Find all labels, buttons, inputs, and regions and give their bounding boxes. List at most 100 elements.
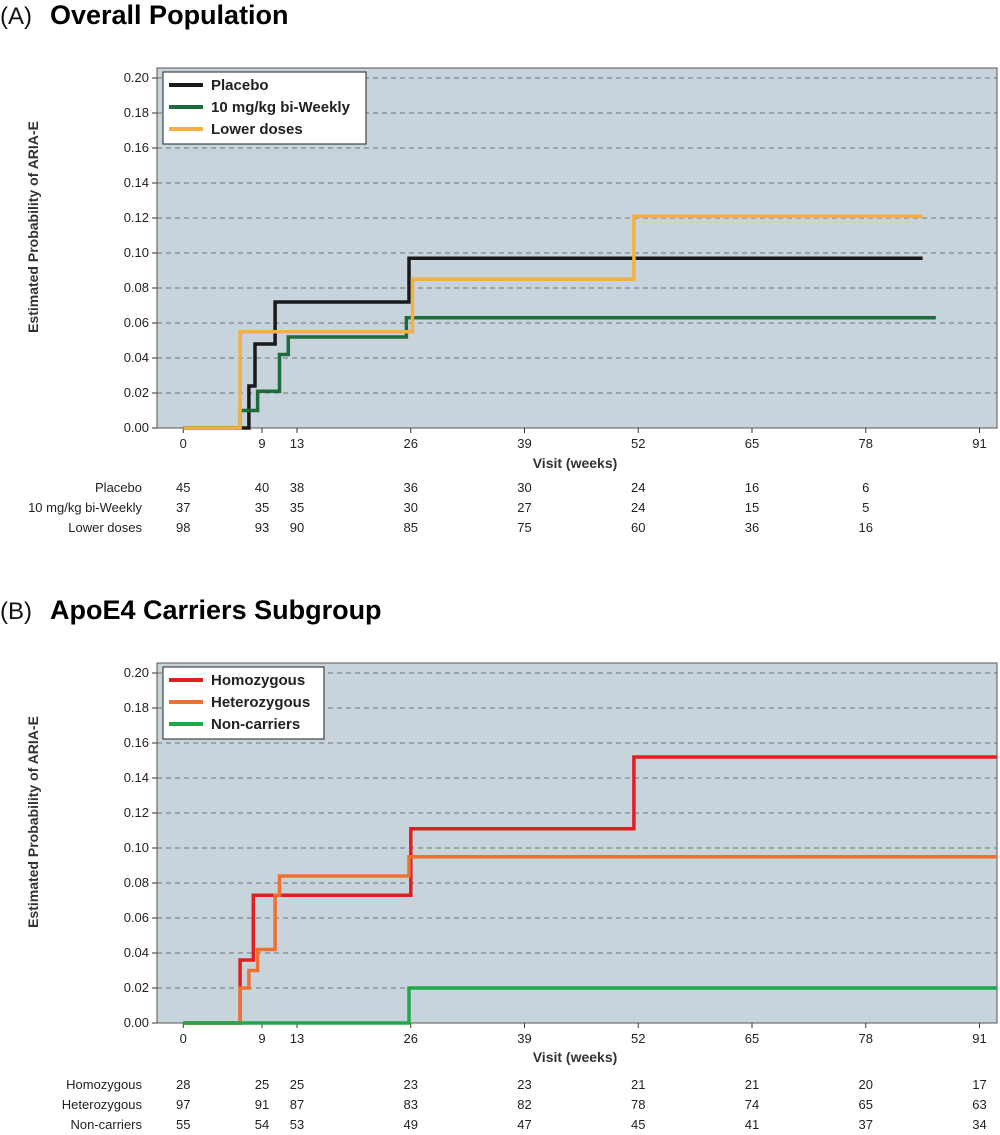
y-tick-label: 0.14	[124, 175, 149, 190]
series-line	[183, 256, 923, 430]
y-tick-label: 0.08	[124, 280, 149, 295]
y-axis-label: Estimated Probability of ARIA-E	[25, 716, 41, 928]
risk-table-row-label: Heterozygous	[62, 1097, 143, 1112]
y-tick-label: 0.16	[124, 735, 149, 750]
risk-table-value: 35	[255, 500, 269, 515]
x-tick-label: 0	[180, 1031, 187, 1046]
risk-table-value: 53	[290, 1117, 304, 1132]
panel-title: ApoE4 Carriers Subgroup	[50, 595, 382, 625]
risk-table-value: 37	[176, 500, 190, 515]
x-tick-label: 39	[517, 1031, 531, 1046]
panel-apoe4-carriers: (B) ApoE4 Carriers Subgroup 0.00 0.02 0.04…	[0, 595, 998, 1132]
risk-table-value: 6	[862, 480, 869, 495]
y-tick-label: 0.08	[124, 875, 149, 890]
risk-table-row-label: Non-carriers	[70, 1117, 142, 1132]
legend-label: Lower doses	[211, 121, 303, 138]
risk-table-row-label: 10 mg/kg bi-Weekly	[28, 500, 142, 515]
risk-table-value: 23	[517, 1077, 531, 1092]
x-tick-label: 78	[859, 436, 873, 451]
risk-table-value: 93	[255, 520, 269, 535]
risk-table-value: 37	[859, 1117, 873, 1132]
legend-label: Non-carriers	[211, 716, 300, 733]
x-tick-label: 26	[404, 1031, 418, 1046]
x-tick-label: 13	[290, 1031, 304, 1046]
panel-title: Overall Population	[50, 0, 289, 30]
risk-table-value: 36	[404, 480, 418, 495]
risk-table-value: 85	[404, 520, 418, 535]
y-tick-label: 0.18	[124, 105, 149, 120]
y-tick-label: 0.12	[124, 805, 149, 820]
plot-area: 0.00 0.02 0.04 0.06 0.08 0.10 0.12 0.14 0.16 0.18…	[28, 67, 998, 535]
y-tick-label: 0.02	[124, 385, 149, 400]
y-tick-label: 0.00	[124, 420, 149, 435]
risk-table-value: 15	[745, 500, 759, 515]
panel-overall-population: (A) Overall Population 0.000.020.040.060…	[0, 0, 998, 535]
risk-table-value: 28	[176, 1077, 190, 1092]
y-tick-label: 0.16	[124, 140, 149, 155]
y-tick-label: 0.12	[124, 210, 149, 225]
risk-table-value: 97	[176, 1097, 190, 1112]
x-tick-label: 0	[180, 436, 187, 451]
plot-area: 0.00 0.02 0.04 0.06 0.08 0.10 0.12 0.14 0.16 0.18…	[62, 662, 998, 1132]
y-tick-label: 0.06	[124, 315, 149, 330]
risk-table-value: 38	[290, 480, 304, 495]
y-tick-label: 0.14	[124, 770, 149, 785]
risk-table-value: 21	[631, 1077, 645, 1092]
risk-table-value: 25	[290, 1077, 304, 1092]
risk-table-value: 36	[745, 520, 759, 535]
risk-table-value: 16	[745, 480, 759, 495]
risk-table-value: 25	[255, 1077, 269, 1092]
risk-table-row-label: Lower doses	[68, 520, 142, 535]
x-axis-label: Visit (weeks)	[533, 1049, 618, 1065]
y-tick-label: 0.20	[124, 665, 149, 680]
x-tick-label: 91	[972, 436, 986, 451]
y-tick-label: 0.20	[124, 70, 149, 85]
risk-table-value: 47	[517, 1117, 531, 1132]
risk-table-value: 20	[859, 1077, 873, 1092]
y-tick-label: 0.06	[124, 910, 149, 925]
risk-table-value: 63	[972, 1097, 986, 1112]
risk-table-value: 98	[176, 520, 190, 535]
x-tick-label: 52	[631, 436, 645, 451]
risk-table-value: 24	[631, 480, 645, 495]
risk-table-value: 40	[255, 480, 269, 495]
risk-table-value: 45	[176, 480, 190, 495]
series-line	[183, 855, 997, 1025]
series-line	[183, 986, 997, 1025]
risk-table-value: 27	[517, 500, 531, 515]
x-tick-label: 52	[631, 1031, 645, 1046]
risk-table-value: 83	[404, 1097, 418, 1112]
y-tick-label: 0.00	[124, 1015, 149, 1030]
risk-table-value: 60	[631, 520, 645, 535]
risk-table-value: 82	[517, 1097, 531, 1112]
x-axis-label: Visit (weeks)	[533, 455, 618, 471]
legend-label: 10 mg/kg bi-Weekly	[211, 99, 351, 116]
risk-table-value: 23	[404, 1077, 418, 1092]
risk-table-value: 54	[255, 1117, 269, 1132]
risk-table-value: 74	[745, 1097, 759, 1112]
y-tick-label: 0.10	[124, 840, 149, 855]
x-tick-label: 13	[290, 436, 304, 451]
y-tick-label: 0.18	[124, 700, 149, 715]
panel-letter: (B)	[0, 598, 32, 625]
y-axis-label: Estimated Probability of ARIA-E	[25, 121, 41, 333]
legend-label: Homozygous	[211, 672, 305, 689]
risk-table-value: 24	[631, 500, 645, 515]
x-tick-label: 9	[258, 436, 265, 451]
legend-label: Placebo	[211, 77, 269, 94]
risk-table-value: 55	[176, 1117, 190, 1132]
risk-table-value: 87	[290, 1097, 304, 1112]
risk-table-value: 78	[631, 1097, 645, 1112]
y-tick-label: 0.02	[124, 980, 149, 995]
y-tick-label: 0.04	[124, 945, 149, 960]
risk-table-value: 16	[859, 520, 873, 535]
risk-table-value: 34	[972, 1117, 986, 1132]
risk-table-value: 35	[290, 500, 304, 515]
risk-table-value: 41	[745, 1117, 759, 1132]
x-tick-label: 91	[972, 1031, 986, 1046]
risk-table-value: 49	[404, 1117, 418, 1132]
x-tick-label: 39	[517, 436, 531, 451]
x-tick-label: 65	[745, 436, 759, 451]
risk-table-row-label: Placebo	[95, 480, 142, 495]
